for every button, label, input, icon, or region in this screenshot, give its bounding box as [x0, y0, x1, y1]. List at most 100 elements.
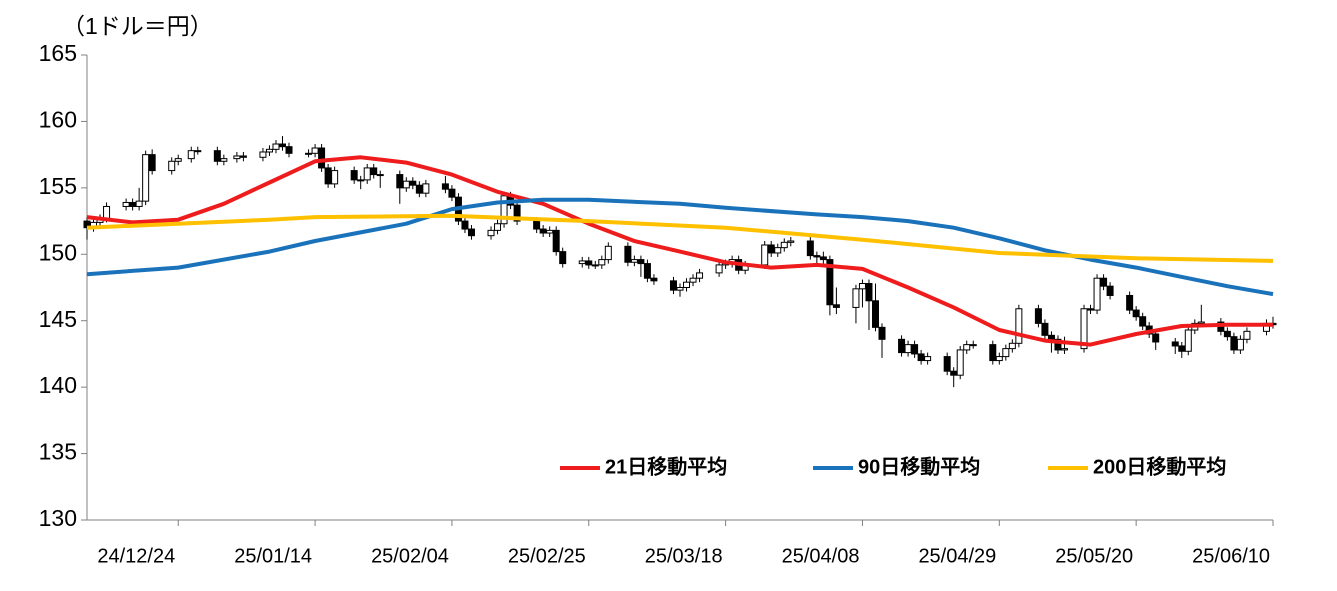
candle-body: [422, 183, 430, 194]
candle-body: [1041, 322, 1049, 336]
candle-body: [1197, 321, 1205, 324]
candle-body: [331, 170, 339, 185]
x-tick-label: 25/04/29: [918, 545, 996, 567]
candle-body: [103, 205, 111, 219]
candle-body: [950, 370, 958, 376]
candle-body: [552, 229, 560, 253]
candle-body: [826, 259, 834, 306]
candle-body: [272, 143, 280, 150]
candle-body: [683, 281, 691, 288]
candle-body: [441, 183, 449, 190]
x-tick-label: 25/02/04: [371, 545, 449, 567]
ma-line: [86, 197, 1274, 297]
y-tick-label: 155: [39, 173, 77, 199]
candle-body: [898, 338, 906, 354]
candle-body: [630, 259, 638, 263]
candle-body: [376, 174, 384, 177]
candle-body: [1230, 336, 1238, 351]
candle-body: [350, 170, 358, 181]
candle-body: [402, 180, 410, 189]
candle-body: [761, 244, 769, 266]
y-tick-label: 150: [39, 239, 77, 265]
candle-body: [1002, 348, 1010, 358]
candle-body: [989, 344, 997, 362]
candle-body: [669, 280, 677, 291]
candle-body: [956, 349, 964, 376]
candle-body: [591, 264, 599, 267]
candle-body: [911, 344, 919, 355]
x-tick-label: 24/12/24: [97, 545, 175, 567]
candle-body: [1236, 338, 1244, 351]
candle-body: [624, 245, 632, 263]
candle-body: [995, 356, 1003, 362]
candle-body: [363, 167, 371, 181]
candle-body: [689, 277, 697, 283]
candle-body: [83, 220, 91, 229]
candle-body: [533, 220, 541, 230]
candle-body: [278, 143, 286, 148]
candle-body: [324, 167, 332, 185]
candle-body: [1015, 308, 1023, 344]
candle-body: [318, 147, 326, 169]
candle-body: [813, 255, 821, 258]
x-tick-label: 25/02/25: [508, 545, 586, 567]
candle-body: [871, 300, 879, 328]
candle-body: [1100, 277, 1108, 287]
candle-body: [513, 204, 521, 222]
candle-body: [865, 283, 873, 302]
x-tick-label: 25/04/08: [782, 545, 860, 567]
candle-body: [1126, 294, 1134, 311]
candle-body: [1178, 345, 1186, 352]
candle-body: [1223, 330, 1231, 338]
candle-body: [650, 277, 658, 282]
candle-body: [259, 151, 267, 158]
candle-body: [676, 287, 684, 291]
candle-body: [806, 240, 814, 257]
candle-body: [265, 148, 273, 153]
candle-body: [963, 344, 971, 351]
candle-body: [1106, 285, 1114, 296]
y-tick-label: 140: [39, 372, 77, 398]
candle-body: [1184, 329, 1192, 352]
candle-body: [1047, 334, 1055, 340]
candle-body: [148, 154, 156, 172]
y-tick-label: 160: [39, 107, 77, 133]
candle-body: [943, 356, 951, 372]
y-axis-label: （1ドル＝円）: [62, 13, 213, 39]
candle-body: [585, 260, 593, 266]
candle-body: [924, 356, 932, 362]
candle-body: [878, 326, 886, 340]
candle-body: [904, 344, 912, 354]
candle-body: [559, 251, 567, 265]
legend-label: 21日移動平均: [605, 454, 727, 478]
candle-body: [194, 150, 202, 153]
candle-body: [305, 152, 313, 155]
candle-body: [357, 179, 365, 182]
candle-body: [637, 259, 645, 265]
candle-body: [1008, 342, 1016, 350]
ma-line: [86, 155, 1273, 347]
x-tick-label: 25/05/20: [1055, 545, 1133, 567]
candle-body: [285, 146, 293, 154]
x-tick-label: 25/06/10: [1192, 545, 1270, 567]
candle-body: [168, 160, 176, 172]
candle-body: [643, 263, 651, 279]
candle-body: [917, 353, 925, 362]
candle-body: [311, 147, 319, 154]
candle-body: [500, 195, 508, 225]
candle-body: [578, 260, 586, 265]
legend-label: 90日移動平均: [858, 454, 980, 478]
x-tick-label: 25/01/14: [234, 545, 312, 567]
candle-body: [546, 229, 554, 234]
y-tick-label: 165: [39, 40, 77, 66]
candle-body: [487, 229, 495, 237]
candle-body: [174, 158, 182, 162]
candle-body: [1080, 308, 1088, 350]
candle-body: [1171, 341, 1179, 347]
candle-body: [774, 247, 782, 254]
candle-body: [1132, 309, 1140, 318]
candle-body: [122, 201, 130, 207]
candle-body: [1152, 333, 1160, 343]
candle-body: [1087, 308, 1095, 311]
candle-body: [448, 188, 456, 198]
